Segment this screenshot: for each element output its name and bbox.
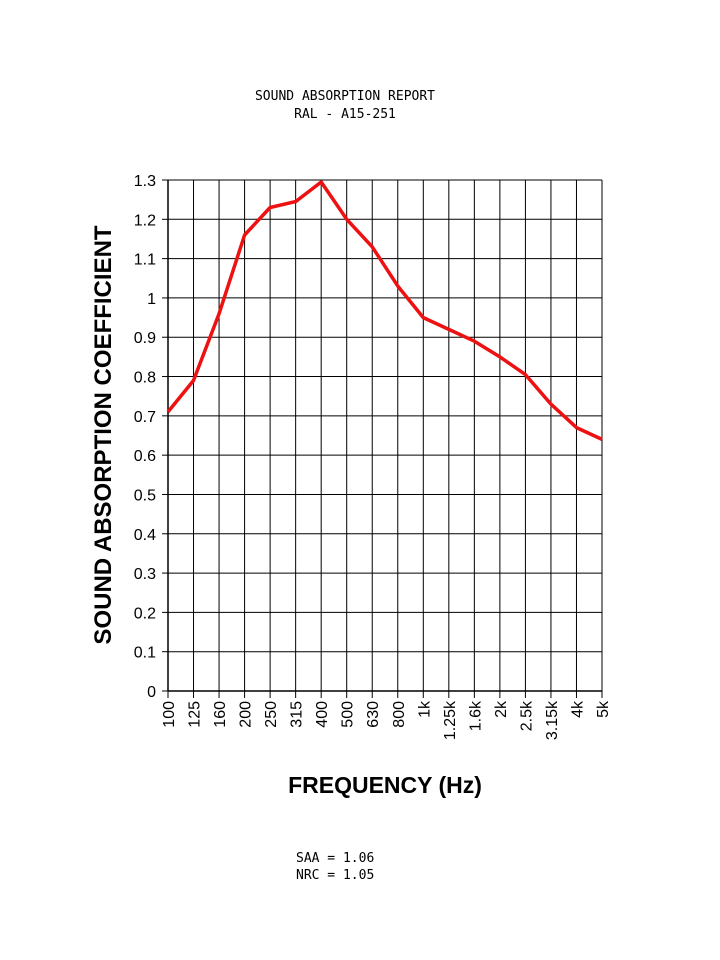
x-tick-label: 200: [238, 701, 255, 728]
chart-title-block: SOUND ABSORPTION REPORT RAL - A15-251: [0, 88, 690, 124]
y-tick-label: 1: [147, 291, 156, 308]
saa-value: SAA = 1.06: [296, 851, 375, 866]
y-tick-label: 1.2: [134, 212, 156, 229]
y-tick-labels: 0 0.1 0.2 0.3 0.4 0.5 0.6 0.7 0.8 0.9 1 1.1 1.2 1.3: [134, 173, 156, 701]
x-tick-label: 125: [187, 701, 204, 728]
x-tick-label: 1.25k: [442, 700, 459, 740]
absorption-chart: 0 0.1 0.2 0.3 0.4 0.5 0.6 0.7 0.8 0.9 1 1.1 1.2 1.3 1…: [90, 173, 612, 798]
x-tick-labels: 100 125 160 200 250 315 400 500 630 800 1k 1.25k 1.6…: [161, 700, 612, 740]
y-tick-label: 1.1: [134, 252, 156, 269]
x-tick-label: 315: [289, 701, 306, 728]
x-tick-label: 630: [365, 701, 382, 728]
y-axis-title: SOUND ABSORPTION COEFFICIENT: [90, 225, 117, 644]
y-tick-label: 0.9: [134, 330, 156, 347]
results-summary: SAA = 1.06 NRC = 1.05: [296, 850, 374, 884]
x-tick-label: 2.5k: [518, 700, 535, 731]
absorption-series-line: [166, 180, 603, 441]
nrc-value: NRC = 1.05: [296, 868, 375, 883]
y-tick-label: 0: [147, 684, 156, 701]
x-tick-label: 5k: [595, 700, 612, 718]
x-tick-label: 4k: [569, 700, 586, 718]
chart-title: SOUND ABSORPTION REPORT: [254, 89, 435, 104]
x-tick-label: 3.15k: [544, 700, 561, 740]
x-tick-label: 250: [263, 701, 280, 728]
y-tick-label: 0.7: [134, 409, 156, 426]
y-tick-label: 0.2: [134, 605, 156, 622]
x-tick-label: 160: [212, 701, 229, 728]
y-tick-label: 0.8: [134, 370, 156, 387]
x-tick-label: 100: [161, 701, 178, 728]
y-tick-label: 0.1: [134, 645, 156, 662]
y-tick-label: 0.5: [134, 487, 156, 504]
x-tick-label: 1k: [416, 700, 433, 718]
x-tick-label: 1.6k: [467, 700, 484, 731]
x-tick-label: 500: [340, 701, 357, 728]
y-tick-label: 1.3: [134, 173, 156, 190]
x-tick-label: 800: [391, 701, 408, 728]
y-tick-label: 0.3: [134, 566, 156, 583]
x-tick-label: 2k: [493, 700, 510, 718]
x-axis-title: FREQUENCY (Hz): [288, 772, 482, 798]
y-tick-label: 0.4: [134, 527, 156, 544]
grid-lines: [162, 179, 603, 698]
chart-subtitle: RAL - A15-251: [294, 107, 396, 122]
x-tick-label: 400: [314, 701, 331, 728]
y-tick-label: 0.6: [134, 448, 156, 465]
